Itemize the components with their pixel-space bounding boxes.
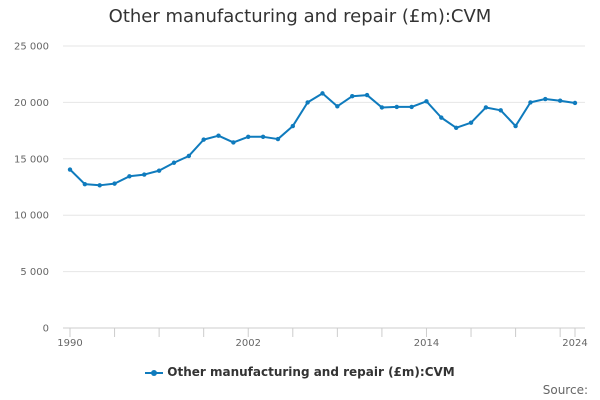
- data-point: [82, 181, 88, 187]
- legend-swatch: [145, 368, 164, 378]
- data-point: [231, 140, 236, 145]
- data-point: [320, 91, 325, 96]
- data-point: [275, 136, 281, 142]
- chart-title: Other manufacturing and repair (£m):CVM: [108, 6, 492, 27]
- data-point: [246, 134, 251, 140]
- data-point: [468, 120, 474, 125]
- data-point: [350, 93, 355, 99]
- data-point: [216, 133, 221, 138]
- data-point: [528, 100, 533, 105]
- legend-label: Other manufacturing and repair (£m):CVM: [167, 365, 455, 379]
- data-point: [379, 105, 385, 110]
- y-tick-label: 20 000: [14, 98, 49, 109]
- x-tick-label: 1990: [57, 338, 82, 349]
- x-tick-label: 2002: [236, 338, 261, 349]
- data-point: [557, 98, 563, 103]
- data-point: [127, 174, 132, 179]
- data-point: [424, 99, 429, 104]
- data-point: [453, 125, 459, 130]
- data-point: [142, 172, 147, 177]
- y-tick-label: 15 000: [14, 154, 49, 165]
- data-point: [572, 100, 578, 106]
- source-label: Source:: [542, 383, 588, 397]
- data-point: [290, 123, 295, 129]
- y-tick-label: 0: [43, 324, 49, 335]
- data-point: [513, 123, 518, 129]
- data-point: [498, 108, 503, 113]
- data-point: [305, 100, 310, 105]
- data-point: [67, 167, 73, 172]
- data-point: [97, 183, 102, 188]
- data-point: [335, 104, 340, 109]
- data-point: [260, 134, 266, 140]
- data-point: [543, 96, 548, 102]
- x-tick-label: 2014: [414, 338, 439, 349]
- y-tick-label: 25 000: [14, 42, 49, 53]
- data-point: [156, 168, 162, 173]
- data-point: [439, 115, 444, 120]
- y-tick-label: 5 000: [20, 267, 49, 278]
- data-point: [171, 160, 177, 165]
- legend[interactable]: Other manufacturing and repair (£m):CVM: [0, 365, 600, 379]
- x-tick-label: 2024: [562, 338, 587, 349]
- data-point: [186, 153, 192, 159]
- data-point: [394, 104, 399, 110]
- y-tick-label: 10 000: [14, 211, 49, 222]
- data-point: [201, 137, 206, 142]
- series-line: [69, 92, 576, 187]
- data-point: [483, 105, 489, 110]
- data-point: [409, 104, 414, 110]
- data-point: [112, 181, 117, 186]
- data-point: [364, 92, 370, 98]
